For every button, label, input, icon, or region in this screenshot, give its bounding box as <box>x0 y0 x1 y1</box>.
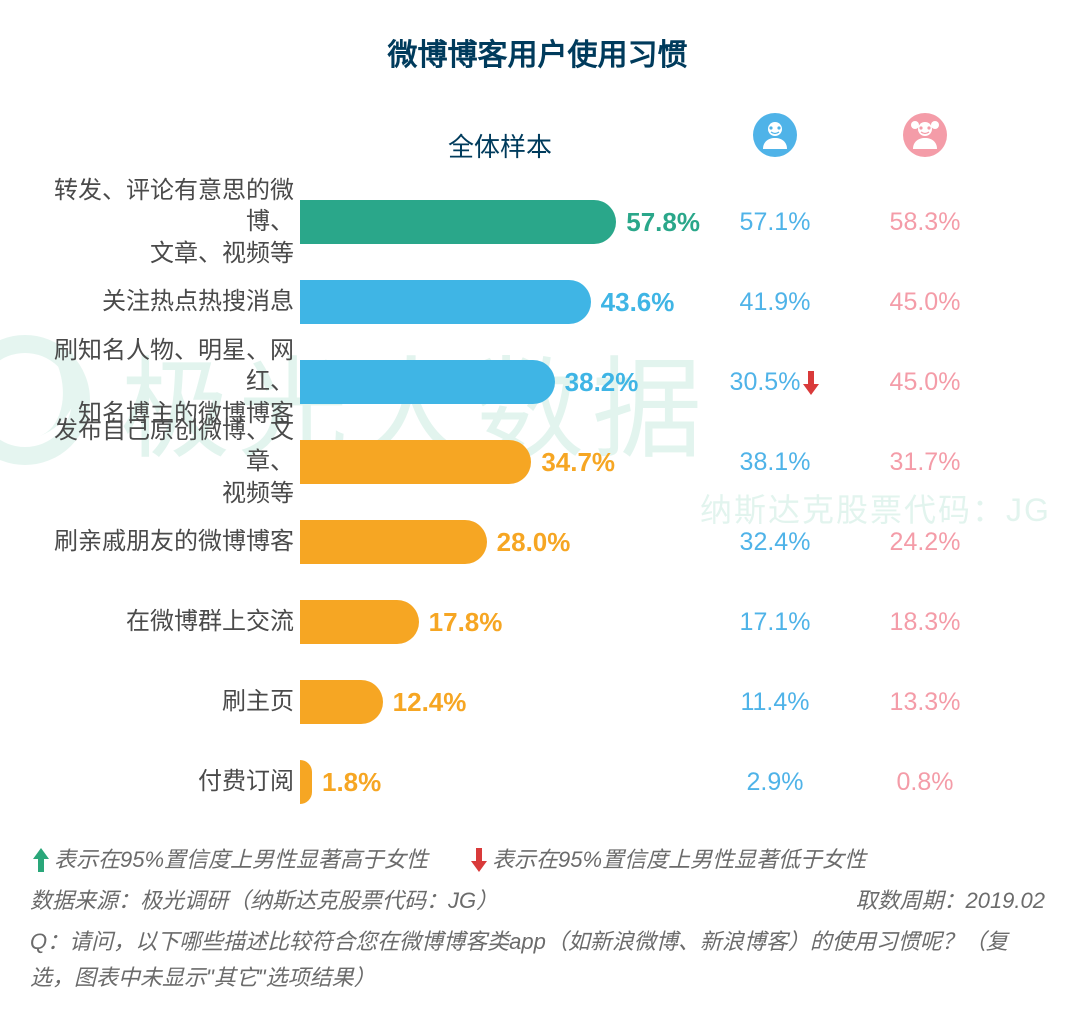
chart-title: 微博博客用户使用习惯 <box>30 30 1045 74</box>
row-label: 关注热点热搜消息 <box>30 286 300 317</box>
row-label: 发布自己原创微博、文章、视频等 <box>30 415 300 509</box>
footer: 表示在95%置信度上男性显著高于女性 表示在95%置信度上男性显著低于女性 数据… <box>0 822 1075 995</box>
bar <box>300 280 591 324</box>
bar-cell: 34.7% <box>300 440 700 484</box>
legend-line: 表示在95%置信度上男性显著高于女性 表示在95%置信度上男性显著低于女性 <box>30 842 1045 877</box>
bar-cell: 38.2% <box>300 360 700 404</box>
arrow-down-icon <box>802 370 820 396</box>
chart-row: 在微博群上交流 17.8% 17.1%18.3% <box>30 582 1045 662</box>
chart-container: 微博博客用户使用习惯 全体样本 转发、评论有意思的微博、文章、视频等57.8%5… <box>0 0 1075 822</box>
row-label: 转发、评论有意思的微博、文章、视频等 <box>30 175 300 269</box>
source-line: 数据来源：极光调研（纳斯达克股票代码：JG） 取数周期：2019.02 <box>30 883 1045 918</box>
female-value: 45.0% <box>850 288 1000 317</box>
bar-cell: 12.4% <box>300 680 700 724</box>
chart-row: 刷主页 12.4% 11.4%13.3% <box>30 662 1045 742</box>
row-label: 在微博群上交流 <box>30 606 300 637</box>
bar-value: 57.8% <box>626 207 700 238</box>
bar <box>300 520 487 564</box>
male-value: 30.5% <box>700 368 850 397</box>
bar <box>300 200 616 244</box>
male-value: 32.4% <box>700 528 850 557</box>
source-text: 数据来源：极光调研（纳斯达克股票代码：JG） <box>30 883 855 918</box>
male-value: 11.4% <box>700 688 850 717</box>
question-text: Q：请问，以下哪些描述比较符合您在微博博客类app（如新浪微博、新浪博客）的使用… <box>30 924 1045 994</box>
bar-cell: 17.8% <box>300 600 700 644</box>
chart-row: 关注热点热搜消息 43.6% 41.9%45.0% <box>30 262 1045 342</box>
bar-cell: 28.0% <box>300 520 700 564</box>
bar <box>300 360 555 404</box>
bar <box>300 600 419 644</box>
bar-cell: 57.8% <box>300 200 700 244</box>
header-sample-label: 全体样本 <box>300 127 700 164</box>
chart-row: 付费订阅 1.8% 2.9%0.8% <box>30 742 1045 822</box>
row-label: 付费订阅 <box>30 766 300 797</box>
chart-row: 刷亲戚朋友的微博博客 28.0% 32.4%24.2% <box>30 502 1045 582</box>
bar <box>300 760 312 804</box>
female-value: 18.3% <box>850 608 1000 637</box>
chart-row: 转发、评论有意思的微博、文章、视频等57.8%57.1%58.3% <box>30 182 1045 262</box>
bar-value: 43.6% <box>601 287 675 318</box>
bar-value: 17.8% <box>429 607 503 638</box>
bar <box>300 440 531 484</box>
male-icon <box>751 111 799 164</box>
legend-up-text: 表示在95%置信度上男性显著高于女性 <box>54 842 428 877</box>
chart-rows: 转发、评论有意思的微博、文章、视频等57.8%57.1%58.3%关注热点热搜消… <box>30 182 1045 822</box>
male-value: 2.9% <box>700 768 850 797</box>
arrow-down-icon <box>470 847 488 873</box>
female-value: 31.7% <box>850 448 1000 477</box>
row-label: 刷主页 <box>30 686 300 717</box>
female-value: 45.0% <box>850 368 1000 397</box>
bar-cell: 1.8% <box>300 760 700 804</box>
bar-value: 12.4% <box>393 687 467 718</box>
male-value: 38.1% <box>700 448 850 477</box>
row-label: 刷亲戚朋友的微博博客 <box>30 526 300 557</box>
arrow-up-icon <box>32 847 50 873</box>
female-value: 58.3% <box>850 208 1000 237</box>
female-icon <box>901 111 949 164</box>
bar-value: 34.7% <box>541 447 615 478</box>
male-value: 57.1% <box>700 208 850 237</box>
female-value: 0.8% <box>850 768 1000 797</box>
bar-value: 28.0% <box>497 527 571 558</box>
female-value: 13.3% <box>850 688 1000 717</box>
male-value: 17.1% <box>700 608 850 637</box>
chart-row: 刷知名人物、明星、网红、知名博主的微博博客38.2%30.5%45.0% <box>30 342 1045 422</box>
bar-value: 38.2% <box>565 367 639 398</box>
bar-cell: 43.6% <box>300 280 700 324</box>
legend-down-text: 表示在95%置信度上男性显著低于女性 <box>492 842 866 877</box>
female-value: 24.2% <box>850 528 1000 557</box>
bar-value: 1.8% <box>322 767 381 798</box>
chart-row: 发布自己原创微博、文章、视频等34.7%38.1%31.7% <box>30 422 1045 502</box>
period-text: 取数周期：2019.02 <box>855 883 1045 918</box>
header-row: 全体样本 <box>30 104 1045 164</box>
male-value: 41.9% <box>700 288 850 317</box>
bar <box>300 680 383 724</box>
